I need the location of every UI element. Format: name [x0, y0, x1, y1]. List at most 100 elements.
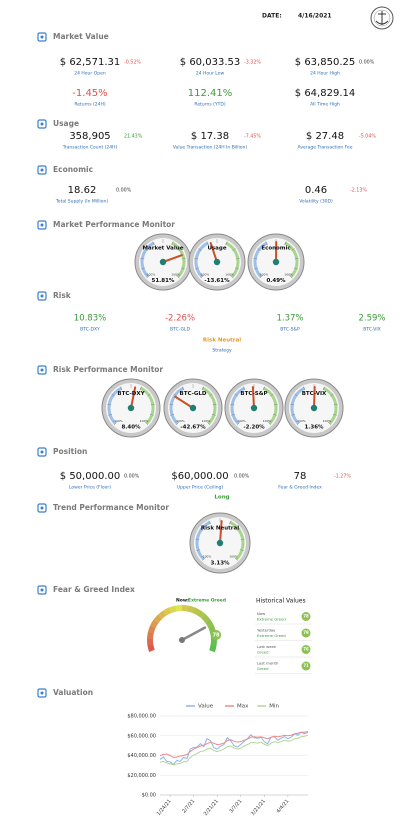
gauge-tick — [259, 275, 263, 279]
fg-arc — [147, 631, 154, 640]
history-value: 71 — [303, 663, 309, 668]
gauge-label: BTC-S&P — [240, 391, 267, 397]
gauge-band — [229, 520, 245, 561]
history-value: 76 — [303, 647, 309, 652]
card-value: $ 62,571.31 — [60, 57, 120, 68]
icon-dot — [40, 691, 44, 695]
gauge-tick — [328, 422, 332, 426]
gauge-tick — [322, 386, 326, 391]
section-icon — [37, 585, 47, 595]
gauge-hub — [310, 404, 318, 412]
gauge-tick — [232, 248, 236, 251]
card-value: $ 60,033.53 — [180, 57, 240, 68]
gauge-tick — [207, 422, 211, 426]
card-value: 1.37% — [276, 314, 303, 324]
gauge-tick — [181, 386, 185, 391]
icon-shape — [37, 365, 47, 375]
gauge — [188, 233, 246, 291]
gauge-hub — [250, 404, 258, 412]
section-title: Market Value — [53, 32, 109, 41]
gauge-tick — [113, 422, 117, 426]
gauge-tick — [231, 413, 236, 416]
gauge-band — [253, 241, 268, 278]
icon-shape — [37, 220, 47, 230]
card-change: -5.04% — [359, 134, 376, 140]
gauge-tick — [268, 422, 272, 426]
section-title: Risk Performance Monitor — [53, 365, 163, 374]
gauge-needle — [162, 254, 183, 263]
fg-arc — [147, 644, 155, 652]
gauge-hub — [127, 404, 135, 412]
card-value: -1.45% — [72, 88, 107, 99]
gauge-scale-label: 100% — [263, 419, 272, 423]
gauge-tick — [206, 241, 209, 246]
gauge-label: Market Value — [143, 246, 184, 252]
card-label: Returns (YTD) — [194, 102, 225, 108]
history-text: Greed — [257, 666, 269, 671]
x-tick-label: 4/4/21 — [276, 798, 291, 814]
card-change: 21.43% — [124, 134, 143, 140]
history-period: Last month — [257, 661, 279, 666]
gauge-tick — [294, 267, 298, 270]
gauge-tick — [265, 241, 268, 246]
gauge-tick — [294, 258, 299, 260]
card-value: 112.41% — [188, 88, 233, 99]
gauge-value: 8.40% — [121, 425, 141, 431]
gauge-tick — [176, 275, 180, 279]
fg-now-text: Extreme Greed — [188, 598, 226, 604]
card-label: Upper Price (Ceiling) — [177, 485, 224, 491]
gauge-tick — [175, 422, 179, 426]
icon-dot — [40, 168, 44, 172]
gauge-tick — [141, 267, 145, 270]
section-title: Valuation — [53, 688, 93, 697]
gauge-hub — [216, 539, 224, 547]
section-icon — [37, 447, 47, 457]
fg-arc — [153, 614, 163, 624]
gauge-tick — [290, 404, 295, 406]
date-label: DATE: — [262, 13, 282, 20]
gauge-value: 0.49% — [266, 278, 286, 284]
section-title: Fear & Greed Index — [53, 585, 135, 594]
gauge-needle — [209, 242, 218, 263]
gauge-tick — [234, 557, 238, 561]
gauge-tick — [242, 386, 246, 391]
gauge-band — [262, 386, 278, 425]
gauge-needle — [174, 395, 194, 409]
card-label: Returns (24H) — [74, 102, 106, 108]
gauge-band — [107, 386, 123, 425]
history-badge — [301, 628, 311, 638]
icon-dot — [40, 588, 44, 592]
legend-label: Max — [237, 704, 249, 710]
card-label: BTC-GLD — [170, 327, 190, 333]
gauge-tick — [254, 267, 258, 270]
card-label: Transaction Count (24H) — [62, 145, 118, 151]
card-change: 0.00% — [234, 474, 250, 480]
card-value: $ 27.48 — [306, 131, 344, 142]
fg-arc — [202, 614, 211, 624]
gauge-band — [169, 386, 185, 425]
card-value: $60,000.00 — [171, 471, 228, 482]
card-change: -3.32% — [244, 60, 261, 66]
gauge-label: BTC-GLD — [180, 391, 207, 397]
gauge-tick — [284, 241, 287, 246]
fg-badge — [211, 629, 222, 640]
gauge-needle — [313, 386, 316, 409]
gauge-band — [284, 241, 299, 278]
gauge-band — [171, 241, 186, 278]
logo — [370, 6, 394, 30]
fg-hub — [179, 637, 185, 643]
x-tick-label: 3/7/21 — [228, 798, 243, 814]
gauge-scale-label: 100% — [323, 419, 332, 423]
gauge-tick — [149, 413, 154, 416]
fg-arc — [157, 610, 167, 620]
gauge-scale-label: 100% — [171, 273, 180, 277]
section-icon — [37, 119, 47, 129]
card-value: 10.83% — [74, 314, 106, 324]
gauge-band — [195, 520, 211, 561]
series-line — [159, 731, 309, 766]
gauge-tick — [270, 393, 274, 397]
gauge-value: -42.67% — [180, 425, 206, 431]
icon-dot — [40, 368, 44, 372]
card-label: All Time High — [310, 102, 340, 108]
